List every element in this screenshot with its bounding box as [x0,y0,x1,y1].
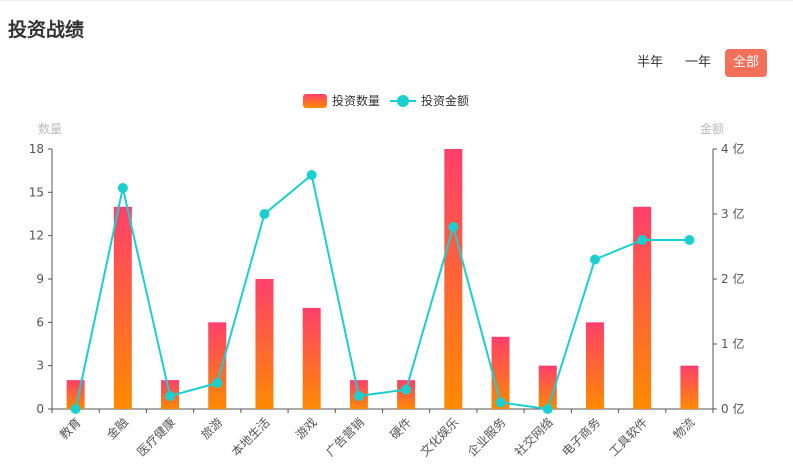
range-tabs: 半年 一年 全部 [623,49,767,77]
bar-旅游 [208,322,227,409]
legend-item-amount[interactable]: 投资金额 [390,92,469,109]
x-tick-label: 游戏 [293,415,320,442]
legend-line-swatch [390,94,417,108]
amount-point-广告营销 [353,391,364,401]
x-tick-label: 医疗健康 [134,415,179,460]
amount-point-旅游 [212,378,223,388]
tab-all[interactable]: 全部 [724,49,767,77]
legend-bar-swatch [303,93,327,108]
amount-point-物流 [684,235,695,245]
top-divider [0,0,793,1]
bar-企业服务 [491,336,510,409]
amount-series-line [74,173,690,411]
chart-legend: 投资数量 投资金额 [303,92,479,109]
legend-label-amount: 投资金额 [421,94,470,108]
bar-游戏 [302,307,321,409]
amount-point-硬件 [401,384,412,395]
amount-point-游戏 [306,170,317,180]
left-tick-label: 3 [36,359,44,373]
x-tick-label: 工具软件 [606,415,650,459]
amount-point-电子商务 [589,254,600,265]
right-tick-label: 4 亿 [721,141,744,156]
x-tick-label: 广告营销 [323,415,367,459]
page-title: 投资战绩 [8,19,85,41]
amount-point-企业服务 [495,397,506,408]
amount-point-金融 [117,183,128,193]
tab-half-year[interactable]: 半年 [636,55,663,70]
left-tick-label: 0 [36,402,44,416]
x-tick-label: 金融 [103,415,131,443]
x-tick-label: 社交网络 [511,415,556,460]
x-tick-label: 本地生活 [229,415,273,459]
right-tick-label: 2 亿 [721,271,744,286]
bar-物流 [680,365,699,409]
x-tick-label: 文化娱乐 [417,415,462,460]
bar-文化娱乐 [444,149,463,409]
x-tick-label: 旅游 [198,415,225,442]
x-tick-label: 企业服务 [464,415,509,460]
bar-工具软件 [633,206,652,409]
amount-point-文化娱乐 [448,222,459,232]
left-tick-label: 12 [29,229,44,243]
x-tick-label: 物流 [671,415,698,442]
bar-社交网络 [538,365,557,409]
x-tick-label: 硬件 [387,415,414,442]
right-axis-name: 金额 [700,121,724,136]
amount-point-教育 [70,404,81,414]
left-tick-label: 15 [29,185,44,199]
right-tick-label: 3 亿 [721,206,744,221]
right-tick-label: 0 亿 [721,401,744,416]
tab-one-year[interactable]: 一年 [684,55,711,70]
bar-电子商务 [585,322,604,409]
bar-金融 [113,206,132,409]
bar-硬件 [397,380,416,409]
legend-item-count[interactable]: 投资数量 [303,92,380,109]
left-tick-label: 18 [29,142,44,156]
amount-point-社交网络 [542,404,553,414]
bar-本地生活 [255,279,274,409]
left-tick-label: 6 [36,315,44,329]
amount-point-医疗健康 [165,391,176,401]
amount-point-工具软件 [637,235,648,245]
right-tick-label: 1 亿 [721,336,744,351]
x-tick-label: 电子商务 [559,415,604,460]
amount-point-本地生活 [259,209,270,219]
legend-label-count: 投资数量 [332,94,381,108]
x-tick-label: 教育 [56,415,84,443]
left-tick-label: 9 [36,272,44,286]
left-axis-name: 数量 [38,121,62,136]
